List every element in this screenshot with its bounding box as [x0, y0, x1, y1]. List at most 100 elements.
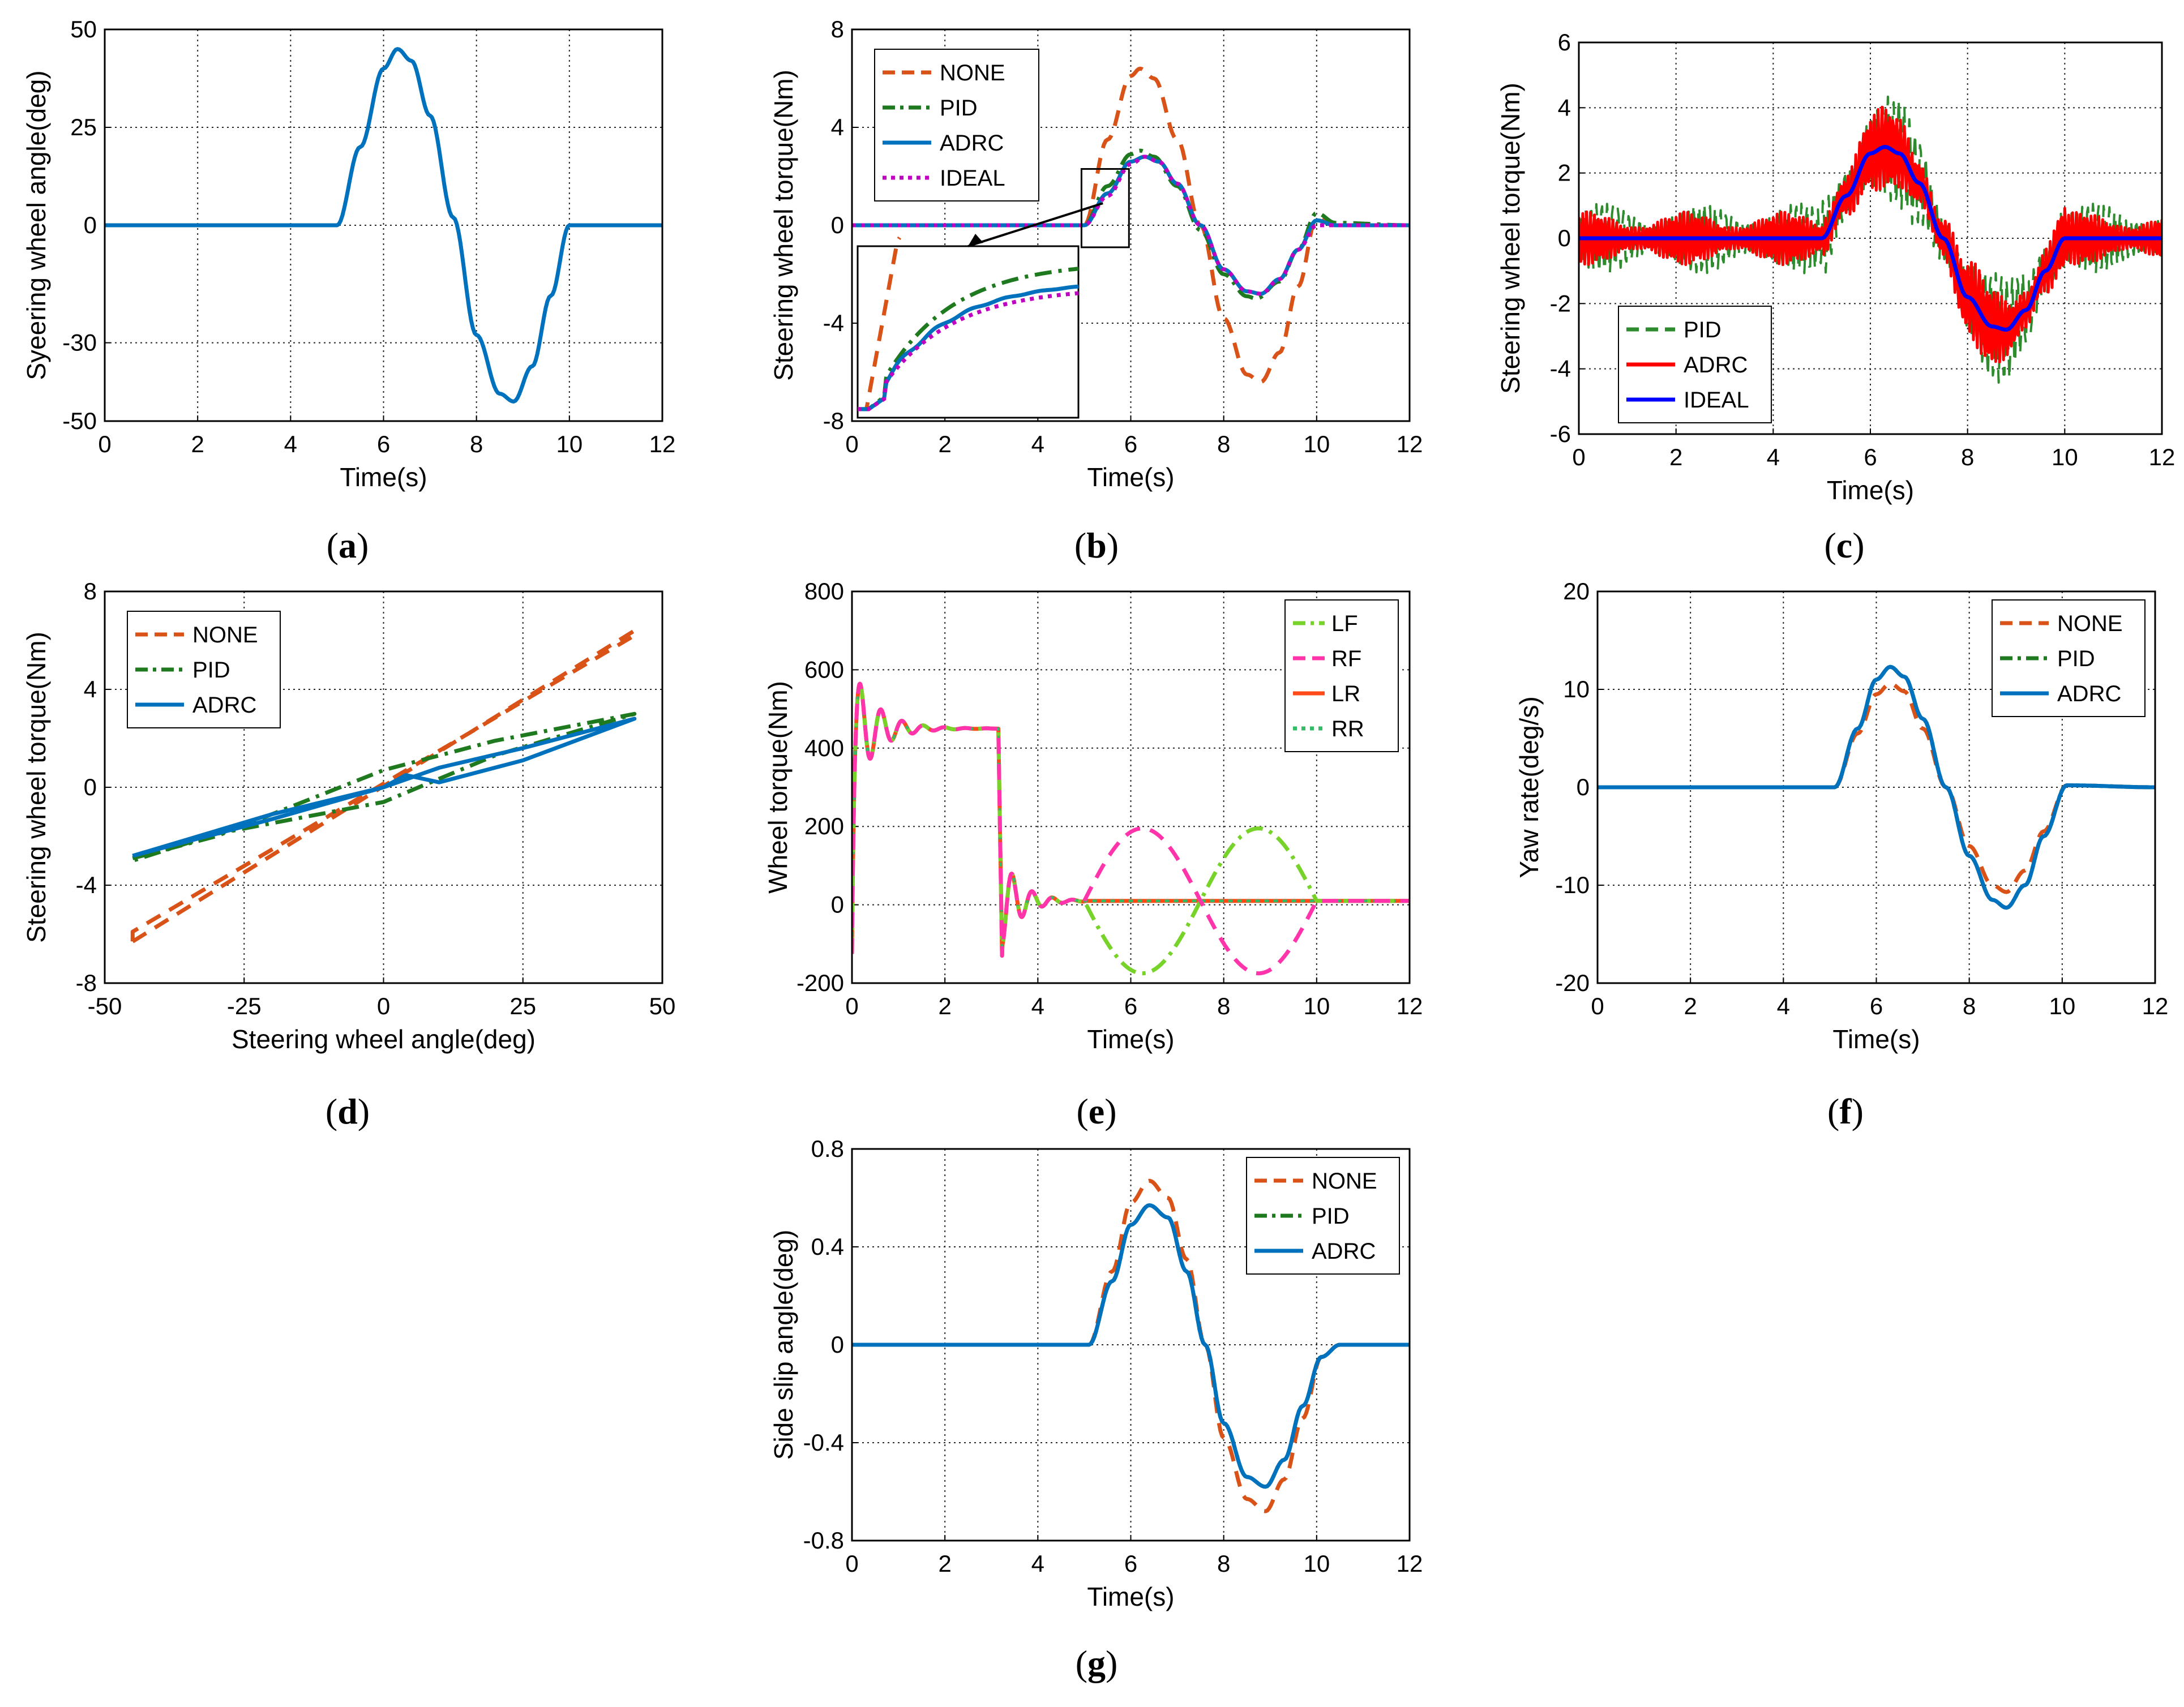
y-axis-label: Wheel torque(Nm) [763, 681, 793, 894]
y-axis-label: Side slip angle(deg) [769, 1230, 798, 1460]
zoom-arrow [967, 202, 1103, 247]
y-tick-label: 20 [1563, 578, 1590, 604]
y-tick-label: -8 [823, 408, 844, 434]
x-tick-label: 8 [1963, 993, 1976, 1019]
panel-caption: (c) [1824, 525, 1864, 565]
y-tick-label: -4 [1550, 355, 1571, 382]
legend-label-NONE: NONE [192, 623, 258, 647]
legend: NONE PID ADRC [127, 611, 281, 728]
plot-lines [1598, 664, 2155, 910]
x-tick-label: 0 [845, 431, 858, 457]
x-tick-label: 2 [938, 1550, 951, 1577]
series-angle [105, 47, 662, 404]
x-tick-label: 0 [377, 993, 390, 1019]
legend-label-IDEAL: IDEAL [1684, 388, 1749, 413]
x-tick-label: 8 [1217, 1550, 1230, 1577]
axes-box [1596, 590, 2156, 984]
y-tick-label: 400 [804, 735, 844, 761]
legend-label-NONE: NONE [940, 61, 1005, 85]
x-axis-label: Steering wheel angle(deg) [232, 1024, 536, 1054]
x-tick-label: 10 [556, 431, 583, 457]
series-ADRC [132, 717, 637, 858]
x-axis-label: Time(s) [1832, 1024, 1920, 1054]
y-tick-label: 6 [1558, 29, 1571, 55]
series-ADRC [1598, 664, 2155, 910]
y-tick-label: 0 [84, 212, 97, 238]
x-tick-label: 12 [2142, 993, 2169, 1019]
y-tick-label: -6 [1550, 421, 1571, 447]
panel-caption: (e) [1076, 1091, 1116, 1131]
y-tick-label: -10 [1555, 872, 1590, 898]
axes-box [104, 590, 663, 984]
y-tick-label: 8 [84, 578, 97, 604]
y-tick-label: 0.8 [811, 1135, 844, 1162]
x-tick-label: 2 [1684, 993, 1697, 1019]
panel-g: 0 2 4 6 8 10 12 -0.8 -0.4 0 0.4 0.8 Time(s) Side slip… [769, 1135, 1423, 1683]
legend-label-RF: RF [1331, 646, 1361, 671]
x-axis-label: Time(s) [1827, 475, 1914, 505]
y-tick-label: 0 [84, 774, 97, 800]
series-ADRC [852, 1203, 1410, 1489]
y-tick-label: 4 [1558, 94, 1571, 121]
x-tick-label: 2 [1669, 444, 1682, 470]
y-tick-label: 600 [804, 656, 844, 683]
x-tick-label: 0 [845, 1550, 858, 1577]
legend: NONE PID ADRC [1246, 1157, 1400, 1275]
x-tick-label: 2 [938, 993, 951, 1019]
x-tick-label: 12 [2149, 444, 2176, 470]
legend-label-ADRC: ADRC [2057, 681, 2121, 706]
y-tick-label: 25 [70, 114, 97, 140]
plot-lines [1579, 95, 2162, 384]
y-tick-label: -50 [62, 408, 97, 434]
axes-box [104, 28, 663, 422]
y-tick-label: -0.4 [803, 1429, 844, 1456]
y-tick-label: -0.8 [803, 1527, 844, 1554]
x-tick-label: 12 [1397, 993, 1423, 1019]
legend-label-ADRC: ADRC [1684, 353, 1748, 378]
legend-label-NONE: NONE [2057, 611, 2123, 636]
x-tick-label: 2 [191, 431, 204, 457]
x-tick-label: 0 [98, 431, 111, 457]
x-tick-label: 0 [1572, 444, 1585, 470]
y-tick-label: 0 [831, 212, 844, 238]
x-tick-label: 6 [1124, 1550, 1137, 1577]
zoom-arrow-head [968, 234, 983, 246]
y-tick-label: -4 [823, 310, 844, 336]
y-tick-label: 800 [804, 578, 844, 604]
x-tick-label: 0 [1591, 993, 1604, 1019]
y-tick-label: 2 [1558, 160, 1571, 186]
legend-label-ADRC: ADRC [1312, 1239, 1376, 1264]
legend-label-PID: PID [940, 96, 978, 121]
panel-caption: (f) [1827, 1091, 1864, 1131]
legend: PID ADRC IDEAL [1618, 306, 1772, 423]
inset [857, 236, 1080, 419]
x-tick-label: 50 [649, 993, 676, 1019]
y-tick-label: 50 [70, 16, 97, 42]
inset-PID [858, 267, 1079, 411]
y-tick-label: 4 [84, 676, 97, 702]
y-tick-label: -30 [62, 329, 97, 356]
legend-box [1284, 599, 1399, 752]
y-tick-label: 0 [1558, 225, 1571, 251]
axes-box [851, 1148, 1411, 1542]
x-tick-label: 25 [509, 993, 536, 1019]
x-tick-label: 6 [1124, 431, 1137, 457]
legend-label-LF: LF [1331, 611, 1358, 636]
panel-a: 0 2 4 6 8 10 12 -50 -30 0 25 50 Time(s) Syeering whee… [22, 16, 675, 565]
y-tick-label: 10 [1563, 676, 1590, 702]
inset-ADRC [858, 284, 1079, 411]
legend-label-NONE: NONE [1312, 1169, 1377, 1194]
plot-lines [852, 1178, 1410, 1513]
x-tick-label: 4 [1767, 444, 1780, 470]
y-tick-label: -8 [76, 970, 97, 996]
panel-caption: (d) [326, 1091, 370, 1131]
panel-c: 0 2 4 6 8 10 12 -6 -4 -2 0 2 4 6 Time(s) Steering wheel… [1496, 29, 2175, 565]
legend-label-PID: PID [192, 658, 230, 683]
axes-box [1578, 41, 2163, 435]
x-tick-label: 10 [2049, 993, 2075, 1019]
legend-label-PID: PID [2057, 646, 2095, 671]
y-tick-label: 200 [804, 813, 844, 839]
legend-label-LR: LR [1331, 681, 1360, 706]
